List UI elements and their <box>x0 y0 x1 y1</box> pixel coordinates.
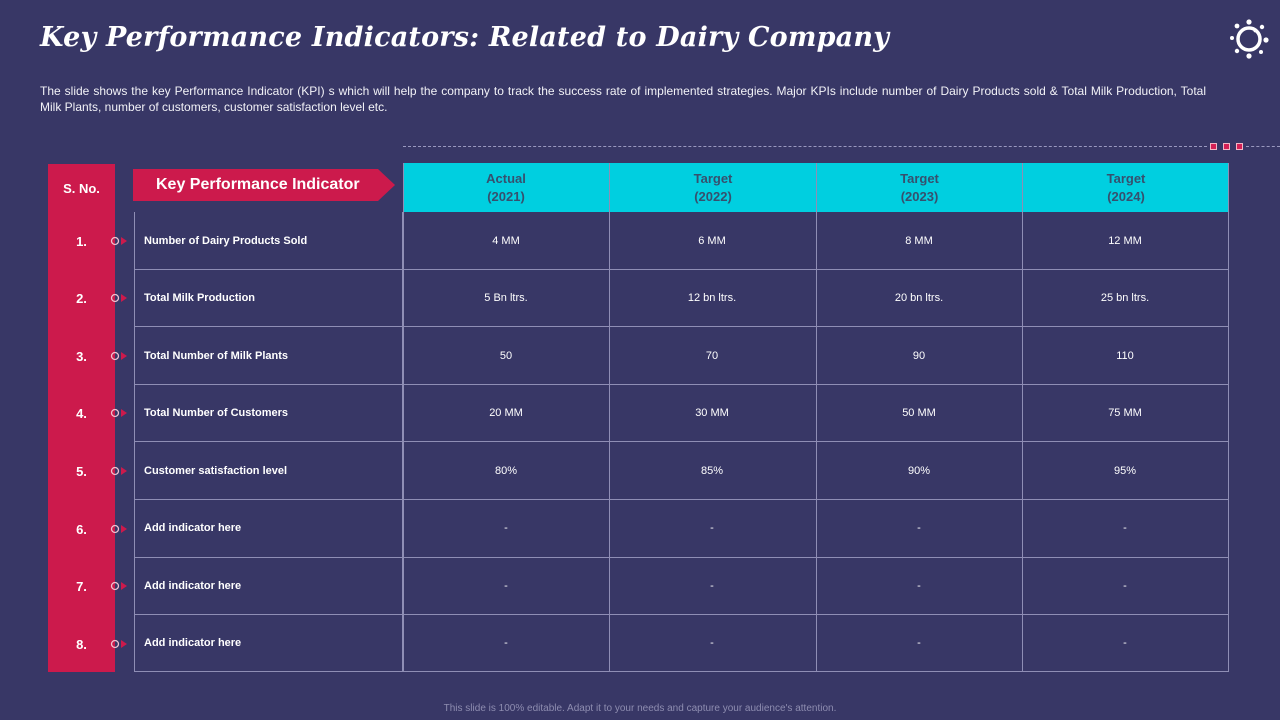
table-cell: - <box>710 522 714 534</box>
table-cell: - <box>504 580 508 592</box>
serial-number: 1. <box>76 233 87 249</box>
gear-sun-icon <box>1230 19 1269 59</box>
table-cell: 12 MM <box>1108 235 1142 247</box>
serial-number: 4. <box>76 405 87 421</box>
table-cell: - <box>710 580 714 592</box>
header-actual-2021: Actual (2021) <box>403 163 609 212</box>
horizontal-grid-line <box>134 557 1229 558</box>
table-cell: - <box>917 637 921 649</box>
column-header-line2: (2022) <box>694 188 732 204</box>
table-cell: - <box>710 637 714 649</box>
row-connector-icon <box>110 524 127 534</box>
table-cell: - <box>1123 580 1127 592</box>
dashed-divider <box>403 146 1207 147</box>
table-cell: 75 MM <box>1108 407 1142 419</box>
serial-number: 5. <box>76 463 87 479</box>
row-connector-icon <box>110 236 127 246</box>
horizontal-grid-line <box>134 269 1229 270</box>
table-cell: 90 <box>912 350 926 362</box>
table-cell: 80% <box>494 465 518 477</box>
serial-number: 3. <box>76 348 87 364</box>
serial-number-header: S. No. <box>63 180 100 196</box>
vertical-grid-line <box>403 163 404 672</box>
table-cell: - <box>1123 522 1127 534</box>
table-cell: 4 MM <box>492 235 520 247</box>
row-connector-icon <box>110 408 127 418</box>
serial-number: 6. <box>76 521 87 537</box>
header-target-2022: Target (2022) <box>610 163 816 212</box>
table-cell: - <box>917 522 921 534</box>
column-header-line2: (2023) <box>900 188 939 204</box>
vertical-grid-line <box>609 163 610 672</box>
row-connector-icon <box>110 639 127 649</box>
table-cell: 85% <box>700 465 724 477</box>
decor-square <box>1223 143 1230 150</box>
table-cell: 5 Bn ltrs. <box>484 292 528 304</box>
serial-number: 2. <box>76 290 87 306</box>
table-cell: 30 MM <box>695 407 729 419</box>
kpi-label: Total Number of Customers <box>144 407 289 419</box>
horizontal-grid-line <box>134 671 1229 672</box>
dashed-divider-right <box>1246 146 1280 147</box>
table-cell: 110 <box>1116 350 1134 362</box>
slide-description: The slide shows the key Performance Indi… <box>40 84 1206 114</box>
table-cell: 70 <box>705 350 719 362</box>
kpi-label: Add indicator here <box>144 637 242 649</box>
kpi-label: Total Milk Production <box>144 292 256 304</box>
table-cell: 8 MM <box>905 235 933 247</box>
table-cell: 50 MM <box>902 407 936 419</box>
horizontal-grid-line <box>134 441 1229 442</box>
table-cell: 95% <box>1113 465 1137 477</box>
row-connector-icon <box>110 466 127 476</box>
column-header-line1: Target <box>900 170 939 186</box>
column-header-line1: Target <box>1106 170 1146 186</box>
header-target-2024: Target (2024) <box>1023 163 1229 212</box>
kpi-label: Total Number of Milk Plants <box>144 350 289 362</box>
row-connector-icon <box>110 351 127 361</box>
table-cell: 25 bn ltrs. <box>1100 292 1150 304</box>
table-cell: 50 <box>499 350 513 362</box>
horizontal-grid-line <box>134 326 1229 327</box>
vertical-grid-line <box>1228 163 1229 672</box>
column-header-line1: Actual <box>486 170 526 186</box>
serial-number-band <box>48 164 115 672</box>
column-header-line2: (2021) <box>487 188 525 204</box>
decor-square <box>1210 143 1217 150</box>
serial-number: 8. <box>76 636 87 652</box>
table-cell: - <box>504 522 508 534</box>
horizontal-grid-line <box>134 384 1229 385</box>
kpi-label: Add indicator here <box>144 522 242 534</box>
table-cell: 6 MM <box>698 235 726 247</box>
table-cell: 12 bn ltrs. <box>687 292 737 304</box>
kpi-label: Add indicator here <box>144 580 242 592</box>
footer-note: This slide is 100% editable. Adapt it to… <box>443 703 837 714</box>
column-header-line2: (2024) <box>1107 188 1145 204</box>
table-cell: - <box>504 637 508 649</box>
header-target-2023: Target (2023) <box>817 163 1022 212</box>
kpi-label: Customer satisfaction level <box>144 465 288 477</box>
table-cell: 90% <box>907 465 931 477</box>
table-cell: - <box>1123 637 1127 649</box>
column-header-line1: Target <box>693 170 733 186</box>
horizontal-grid-line <box>134 614 1229 615</box>
kpi-label: Number of Dairy Products Sold <box>144 235 308 247</box>
row-connector-icon <box>110 581 127 591</box>
table-cell: 20 bn ltrs. <box>894 292 944 304</box>
vertical-grid-line <box>1022 163 1023 672</box>
horizontal-grid-line <box>134 499 1229 500</box>
row-connector-icon <box>110 293 127 303</box>
table-cell: - <box>917 580 921 592</box>
slide-title: Key Performance Indicators: Related to D… <box>40 22 890 53</box>
decor-square <box>1236 143 1243 150</box>
serial-number: 7. <box>76 578 87 594</box>
vertical-grid-line <box>816 163 817 672</box>
kpi-column-frame <box>134 212 403 672</box>
kpi-header-banner: Key Performance Indicator <box>133 169 395 201</box>
table-cell: 20 MM <box>489 407 523 419</box>
